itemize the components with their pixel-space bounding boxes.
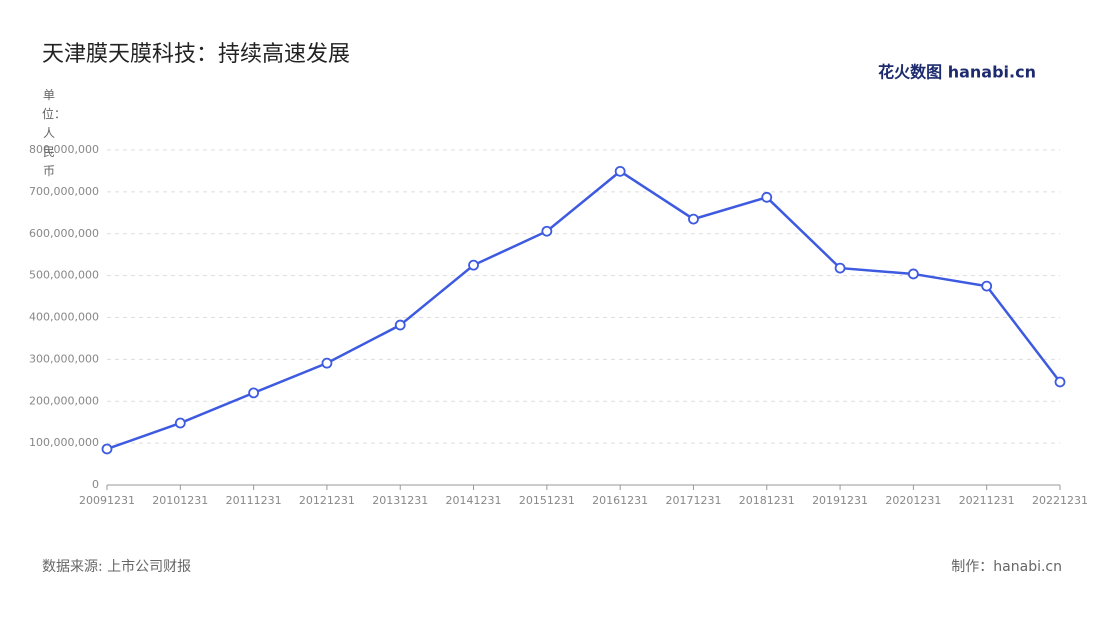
y-tick-label: 600,000,000 <box>29 227 99 240</box>
point <box>761 191 773 203</box>
point <box>614 165 626 177</box>
unit-label: 单位：人民币 <box>42 88 67 178</box>
x-tick-label: 20201231 <box>885 494 941 507</box>
y-tick-label: 200,000,000 <box>29 394 99 407</box>
source: 数据来源: 上市公司财报 <box>42 558 191 575</box>
x-tick-label: 20101231 <box>152 494 208 507</box>
credit: 制作：hanabi.cn <box>951 559 1062 575</box>
line <box>106 169 1061 451</box>
y-tick-label: 500,000,000 <box>29 269 99 282</box>
point <box>394 319 406 331</box>
point <box>834 262 846 274</box>
y-tick-label: 700,000,000 <box>29 185 99 198</box>
point <box>468 259 479 271</box>
x-tick-label: 20091231 <box>79 494 135 507</box>
point <box>174 417 186 429</box>
y-tick-label: 300,000,000 <box>29 352 99 365</box>
point <box>541 225 553 237</box>
point <box>248 387 260 399</box>
x-tick-label: 20211231 <box>959 494 1015 507</box>
chart-title: 天津膜天膜科技：持续高速发展 <box>42 42 350 67</box>
x-tick-label: 20161231 <box>592 494 648 507</box>
point <box>321 357 333 369</box>
logo: 花火数图 hanabi.cn <box>878 63 1036 82</box>
y-tick-label: 0 <box>92 478 99 491</box>
point <box>907 268 919 280</box>
y-tick-label: 400,000,000 <box>29 311 99 324</box>
x-tick-label: 20151231 <box>519 494 575 507</box>
x-tick-label: 20111231 <box>226 494 282 507</box>
x-tick-label: 20121231 <box>299 494 355 507</box>
x-tick-label: 20171231 <box>665 494 721 507</box>
point <box>1054 376 1066 388</box>
point <box>688 213 699 225</box>
point <box>101 443 113 455</box>
point <box>981 280 993 292</box>
x-tick-label: 20141231 <box>446 494 502 507</box>
x-tick-label: 20131231 <box>372 494 428 507</box>
y-tick-label: 100,000,000 <box>29 436 99 449</box>
x-tick-label: 20181231 <box>739 494 795 507</box>
x-tick-label: 20191231 <box>812 494 868 507</box>
y-tick-label: 800,000,000 <box>29 143 99 156</box>
x-tick-label: 20221231 <box>1032 494 1088 507</box>
